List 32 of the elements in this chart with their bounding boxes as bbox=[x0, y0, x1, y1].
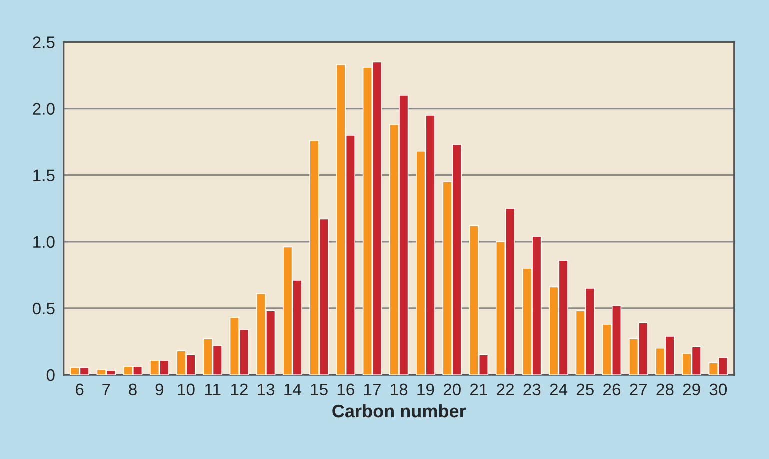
x-tick-label: 19 bbox=[418, 384, 434, 396]
x-tick-label: 27 bbox=[630, 384, 648, 396]
x-tick-label: 13 bbox=[258, 384, 275, 396]
y-tick-label: 2.5 bbox=[33, 36, 55, 48]
x-tick-label: 16 bbox=[338, 384, 354, 396]
x-tick-label: 29 bbox=[683, 384, 700, 396]
x-tick-label: 28 bbox=[656, 384, 674, 396]
x-tick-label: 21 bbox=[470, 384, 488, 396]
x-tick-label: 30 bbox=[710, 384, 728, 396]
x-tick-label: 8 bbox=[129, 384, 137, 396]
y-tick-label: 1.5 bbox=[34, 170, 55, 182]
x-tick-label: 26 bbox=[604, 384, 621, 396]
y-tick-label: 2.0 bbox=[33, 103, 55, 115]
x-tick-label: 7 bbox=[102, 384, 110, 396]
x-tick-label: 18 bbox=[391, 384, 408, 396]
x-tick-label: 9 bbox=[156, 384, 164, 396]
y-tick-label: 0.5 bbox=[32, 302, 55, 315]
x-tick-label: 12 bbox=[231, 384, 248, 396]
y-tick-label: 0 bbox=[46, 369, 55, 382]
x-tick-label: 6 bbox=[76, 384, 84, 396]
x-axis-title: Carbon number bbox=[332, 404, 466, 418]
y-tick-label: 1.0 bbox=[34, 236, 55, 248]
x-tick-label: 14 bbox=[284, 384, 302, 396]
x-tick-label: 24 bbox=[550, 384, 568, 396]
x-tick-label: 23 bbox=[524, 384, 541, 396]
x-tick-label: 11 bbox=[205, 384, 221, 396]
x-tick-label: 22 bbox=[497, 384, 514, 396]
x-tick-label: 17 bbox=[364, 384, 381, 396]
x-tick-label: 15 bbox=[311, 384, 328, 396]
x-tick-label: 20 bbox=[444, 384, 461, 396]
x-tick-label: 10 bbox=[178, 384, 195, 396]
x-tick-label: 25 bbox=[576, 384, 594, 396]
